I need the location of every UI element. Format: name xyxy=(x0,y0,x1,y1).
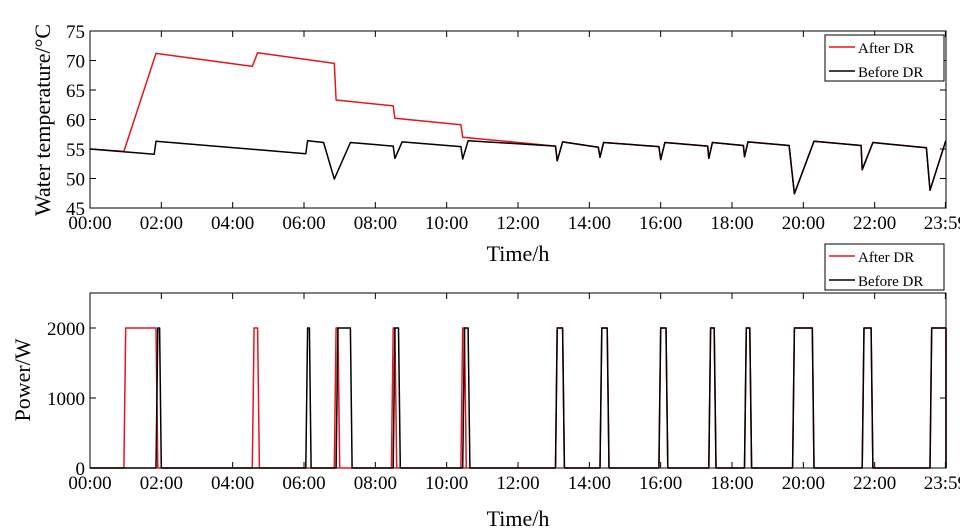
x-tick-label: 16:00 xyxy=(639,473,682,494)
x-tick-label: 23:59 xyxy=(924,213,960,234)
y-tick-label: 45 xyxy=(66,199,85,220)
x-tick-label: 04:00 xyxy=(211,473,254,494)
x-axis-label: Time/h xyxy=(487,506,550,531)
x-tick-label: 22:00 xyxy=(853,473,896,494)
y-axis-ticks: 0 1000 2000 xyxy=(47,319,946,480)
y-tick-label: 75 xyxy=(66,22,85,43)
x-tick-label: 14:00 xyxy=(568,473,611,494)
y-tick-label: 50 xyxy=(66,170,85,191)
y-axis-label: Power/W xyxy=(10,338,35,421)
x-tick-label: 06:00 xyxy=(282,213,325,234)
power-panel: 00:00 02:00 04:00 06:00 08:00 10:00 12:00 14:00… xyxy=(10,243,960,531)
x-tick-label: 16:00 xyxy=(639,213,682,234)
x-tick-label: 12:00 xyxy=(496,473,539,494)
x-tick-label: 20:00 xyxy=(782,213,825,234)
legend-label-after-dr: After DR xyxy=(858,41,914,57)
x-tick-label: 18:00 xyxy=(710,213,753,234)
x-tick-label: 10:00 xyxy=(425,213,468,234)
series-layer xyxy=(89,52,947,195)
x-tick-label: 18:00 xyxy=(710,473,753,494)
x-tick-label: 00:00 xyxy=(68,473,111,494)
legend-label-before-dr: Before DR xyxy=(858,65,923,81)
series-line-after-dr xyxy=(90,327,947,469)
x-tick-label: 12:00 xyxy=(496,213,539,234)
x-tick-label: 14:00 xyxy=(568,213,611,234)
x-tick-label: 02:00 xyxy=(140,473,183,494)
legend-box xyxy=(824,34,945,82)
x-tick-label: 08:00 xyxy=(354,473,397,494)
x-tick-label: 10:00 xyxy=(425,473,468,494)
y-tick-label: 2000 xyxy=(47,319,85,340)
legend-box xyxy=(824,243,945,291)
y-tick-label: 60 xyxy=(66,111,85,132)
plot-area-frame xyxy=(89,292,947,469)
y-tick-label: 55 xyxy=(66,140,85,161)
y-axis-label: Water temperature/°C xyxy=(30,24,55,216)
legend-label-before-dr: Before DR xyxy=(858,274,923,290)
legend: After DR Before DR xyxy=(824,34,945,82)
legend: After DR Before DR xyxy=(824,243,945,291)
x-axis-label: Time/h xyxy=(487,241,550,266)
y-tick-label: 70 xyxy=(66,52,85,73)
y-axis-ticks: 45 50 55 60 65 70 75 xyxy=(66,22,946,220)
x-tick-label: 02:00 xyxy=(140,213,183,234)
x-tick-label: 08:00 xyxy=(354,213,397,234)
y-tick-label: 0 xyxy=(76,459,86,480)
x-tick-label: 23:59 xyxy=(924,473,960,494)
plot-area-frame xyxy=(89,30,947,209)
x-tick-label: 00:00 xyxy=(68,213,111,234)
x-tick-label: 06:00 xyxy=(282,473,325,494)
legend-label-after-dr: After DR xyxy=(858,250,914,266)
series-line-before-dr xyxy=(90,327,947,469)
series-line-before-dr xyxy=(89,139,947,195)
x-tick-label: 20:00 xyxy=(782,473,825,494)
series-layer xyxy=(90,327,947,469)
series-line-after-dr xyxy=(89,52,947,195)
y-tick-label: 65 xyxy=(66,81,85,102)
x-tick-label: 04:00 xyxy=(211,213,254,234)
y-tick-label: 1000 xyxy=(47,389,85,410)
x-axis-ticks: 00:00 02:00 04:00 06:00 08:00 10:00 12:00 14:00… xyxy=(68,293,960,494)
temperature-panel: 00:00 02:00 04:00 06:00 08:00 10:00 12:00 14:00… xyxy=(30,22,960,266)
x-tick-label: 22:00 xyxy=(853,213,896,234)
x-axis-ticks: 00:00 02:00 04:00 06:00 08:00 10:00 12:00 14:00… xyxy=(68,31,960,234)
